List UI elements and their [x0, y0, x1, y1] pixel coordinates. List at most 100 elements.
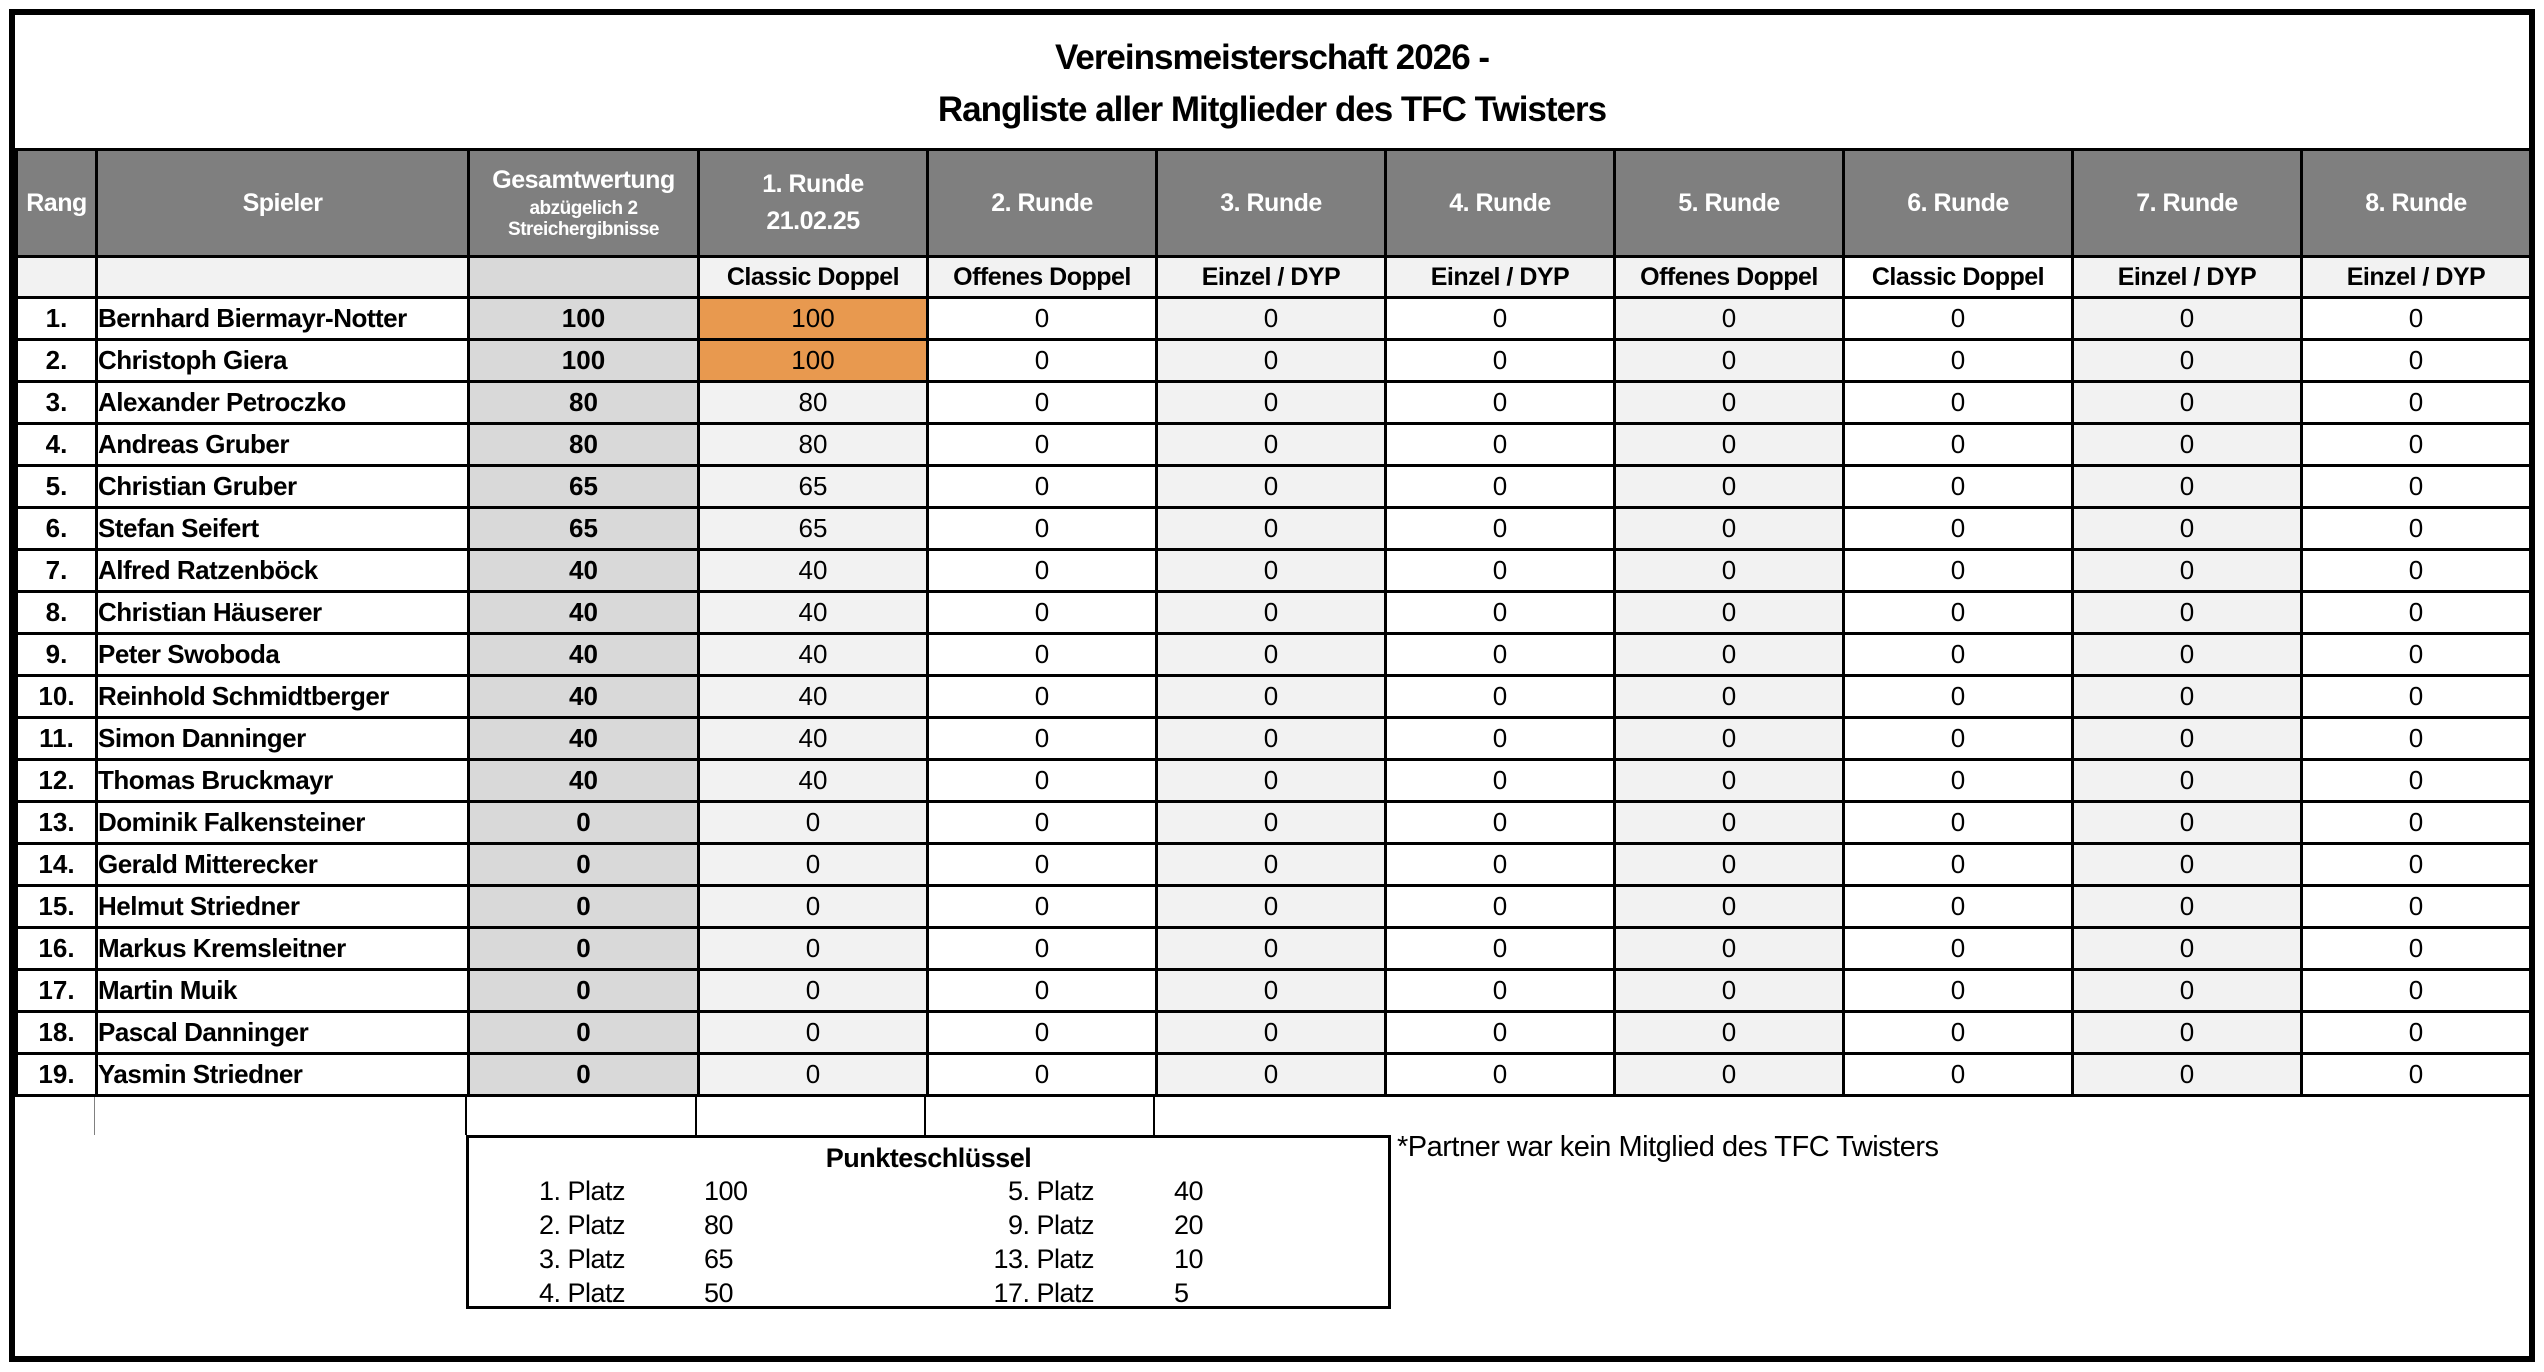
round-7-points-cell: 0: [2071, 632, 2303, 677]
round-4-points-cell: 0: [1384, 548, 1616, 593]
round-6-points-cell: 0: [1842, 1010, 2074, 1055]
table-row: 19. Yasmin Striedner 0 0 0 0 0 0 0 0 0: [15, 1052, 2532, 1097]
table-row: 1. Bernhard Biermayr-Notter 100 100 0 0 0 0 0 0 0: [15, 296, 2532, 341]
round-4-points-cell: 0: [1384, 674, 1616, 719]
col-header-round-4: 4. Runde: [1384, 148, 1616, 258]
gesamtwertung-sublabel: abzügelich 2 Streichergibnisse: [508, 198, 659, 240]
ranking-table-body: 1. Bernhard Biermayr-Notter 100 100 0 0 0 0 0 0 0 2…: [15, 296, 2532, 1097]
round-6-points-cell: 0: [1842, 968, 2074, 1013]
round-3-points-cell: 0: [1155, 842, 1387, 887]
round-6-points-cell: 0: [1842, 926, 2074, 971]
round-5-points-cell: 0: [1613, 296, 1845, 341]
round-2-points-cell: 0: [926, 464, 1158, 509]
round-2-points-cell: 0: [926, 674, 1158, 719]
round-5-points-cell: 0: [1613, 590, 1845, 635]
round-8-points-cell: 0: [2300, 338, 2532, 383]
round-7-points-cell: 0: [2071, 926, 2303, 971]
total-points-cell: 0: [467, 1052, 700, 1097]
col-header-round-1: 1. Runde 21.02.25: [697, 148, 929, 258]
round-3-points-cell: 0: [1155, 758, 1387, 803]
title-line-1: Vereinsmeisterschaft 2026 -: [1054, 37, 1490, 77]
round-4-points-cell: 0: [1384, 968, 1616, 1013]
round-4-points-cell: 0: [1384, 716, 1616, 761]
round-5-points-cell: 0: [1613, 926, 1845, 971]
column-border-stub: [465, 1097, 467, 1135]
player-name-cell: Christoph Giera: [95, 338, 470, 383]
col-header-round-6: 6. Runde: [1842, 148, 2074, 258]
round-6-points-cell: 0: [1842, 1052, 2074, 1097]
round-2-points-cell: 0: [926, 968, 1158, 1013]
rank-cell: 19.: [15, 1052, 98, 1097]
col-header-round-7: 7. Runde: [2071, 148, 2303, 258]
player-name-cell: Alfred Ratzenböck: [95, 548, 470, 593]
round-6-points-cell: 0: [1842, 380, 2074, 425]
total-points-cell: 40: [467, 590, 700, 635]
table-row: 9. Peter Swoboda 40 40 0 0 0 0 0 0 0: [15, 632, 2532, 677]
ranking-table: Rang Spieler Gesamtwertung abzügelich 2 …: [15, 148, 2532, 1097]
round-8-points-cell: 0: [2300, 716, 2532, 761]
rank-cell: 4.: [15, 422, 98, 467]
round-2-points-cell: 0: [926, 1052, 1158, 1097]
round-2-points-cell: 0: [926, 842, 1158, 887]
points-key-value: 20: [1174, 1210, 1204, 1240]
total-points-cell: 40: [467, 716, 700, 761]
round-4-points-cell: 0: [1384, 884, 1616, 929]
total-points-cell: 40: [467, 632, 700, 677]
rank-cell: 2.: [15, 338, 98, 383]
round-label: 6. Runde: [1907, 188, 2009, 217]
round-6-points-cell: 0: [1842, 674, 2074, 719]
col-header-rang: Rang: [15, 148, 98, 258]
round-8-points-cell: 0: [2300, 842, 2532, 887]
round-4-points-cell: 0: [1384, 1052, 1616, 1097]
round-label: 8. Runde: [2365, 188, 2467, 217]
round-4-points-cell: 0: [1384, 800, 1616, 845]
round-8-points-cell: 0: [2300, 1010, 2532, 1055]
round-4-points-cell: 0: [1384, 1010, 1616, 1055]
round-1-points-cell: 40: [697, 716, 929, 761]
player-name-cell: Peter Swoboda: [95, 632, 470, 677]
rank-cell: 12.: [15, 758, 98, 803]
round-type-7: Einzel / DYP: [2071, 255, 2303, 299]
round-2-points-cell: 0: [926, 548, 1158, 593]
rank-cell: 10.: [15, 674, 98, 719]
round-4-points-cell: 0: [1384, 632, 1616, 677]
table-row: 14. Gerald Mitterecker 0 0 0 0 0 0 0 0 0: [15, 842, 2532, 887]
header-row: Rang Spieler Gesamtwertung abzügelich 2 …: [15, 148, 2532, 258]
round-7-points-cell: 0: [2071, 1052, 2303, 1097]
rank-cell: 8.: [15, 590, 98, 635]
col-header-round-8: 8. Runde: [2300, 148, 2532, 258]
total-points-cell: 40: [467, 674, 700, 719]
round-8-points-cell: 0: [2300, 884, 2532, 929]
round-7-points-cell: 0: [2071, 464, 2303, 509]
rank-cell: 13.: [15, 800, 98, 845]
round-7-points-cell: 0: [2071, 338, 2303, 383]
round-3-points-cell: 0: [1155, 800, 1387, 845]
round-label: 3. Runde: [1220, 188, 1322, 217]
player-name-cell: Yasmin Striedner: [95, 1052, 470, 1097]
rank-cell: 11.: [15, 716, 98, 761]
player-name-cell: Alexander Petroczko: [95, 380, 470, 425]
round-5-points-cell: 0: [1613, 842, 1845, 887]
round-8-points-cell: 0: [2300, 296, 2532, 341]
round-8-points-cell: 0: [2300, 632, 2532, 677]
round-type-1: Classic Doppel: [697, 255, 929, 299]
table-row: 5. Christian Gruber 65 65 0 0 0 0 0 0 0: [15, 464, 2532, 509]
round-7-points-cell: 0: [2071, 296, 2303, 341]
total-points-cell: 40: [467, 548, 700, 593]
points-key-place: 4. Platz: [539, 1278, 626, 1308]
round-2-points-cell: 0: [926, 422, 1158, 467]
round-7-points-cell: 0: [2071, 674, 2303, 719]
total-points-cell: 0: [467, 968, 700, 1013]
round-8-points-cell: 0: [2300, 926, 2532, 971]
points-key-value: 50: [704, 1278, 734, 1308]
round-4-points-cell: 0: [1384, 296, 1616, 341]
table-row: 12. Thomas Bruckmayr 40 40 0 0 0 0 0 0 0: [15, 758, 2532, 803]
rank-cell: 7.: [15, 548, 98, 593]
round-1-points-cell: 0: [697, 884, 929, 929]
total-points-cell: 0: [467, 884, 700, 929]
round-7-points-cell: 0: [2071, 1010, 2303, 1055]
round-3-points-cell: 0: [1155, 380, 1387, 425]
rank-cell: 16.: [15, 926, 98, 971]
subheader-rang-empty: [15, 255, 98, 299]
table-row: 11. Simon Danninger 40 40 0 0 0 0 0 0 0: [15, 716, 2532, 761]
